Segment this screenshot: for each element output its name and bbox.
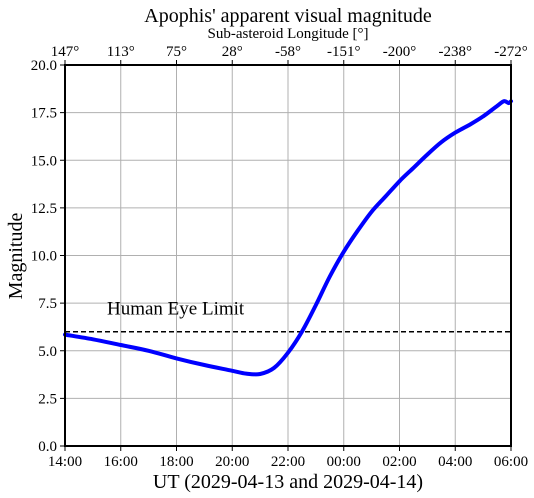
- x-tick-label: 04:00: [438, 454, 472, 470]
- series-group: [63, 99, 513, 377]
- top-tick-label: -272°: [494, 44, 528, 60]
- top-tick-label: -238°: [439, 44, 473, 60]
- y-tick-label: 15.0: [31, 153, 57, 169]
- x-tick-label: 22:00: [271, 454, 305, 470]
- chart-title: Apophis' apparent visual magnitude: [144, 5, 432, 27]
- y-tick-label: 12.5: [31, 201, 57, 217]
- y-axis-label: Magnitude: [5, 213, 27, 300]
- top-tick-label: 113°: [107, 44, 135, 60]
- x-tick-label: 02:00: [382, 454, 416, 470]
- reference-line-group: Human Eye Limit: [65, 299, 511, 333]
- x-axis-label: UT (2029-04-13 and 2029-04-14): [153, 471, 423, 493]
- y-tick-label: 20.0: [31, 58, 57, 74]
- x-tick-label: 14:00: [48, 454, 82, 470]
- y-tick-label: 2.5: [38, 391, 57, 407]
- x-tick-label: 00:00: [327, 454, 361, 470]
- x-tick-label: 18:00: [159, 454, 193, 470]
- y-tick-label: 0.0: [38, 439, 57, 455]
- top-tick-label: 75°: [166, 44, 187, 60]
- top-tick-label: 28°: [222, 44, 243, 60]
- x-tick-label: 16:00: [104, 454, 138, 470]
- grid-lines: [64, 64, 512, 447]
- top-tick-label: -58°: [275, 44, 301, 60]
- top-tick-label: 147°: [51, 44, 80, 60]
- top-axis-label: Sub-asteroid Longitude [°]: [208, 26, 369, 42]
- human-eye-limit-label: Human Eye Limit: [107, 299, 245, 320]
- tick-group: 14:00 16:00 18:00 20:00 22:00 00:00 02:00 04:00…: [31, 44, 528, 470]
- x-tick-label: 20:00: [215, 454, 249, 470]
- top-tick-label: -151°: [327, 44, 361, 60]
- top-tick-label: -200°: [383, 44, 417, 60]
- x-tick-label: 06:00: [494, 454, 528, 470]
- y-tick-label: 7.5: [38, 296, 57, 312]
- magnitude-series-line: [63, 99, 513, 377]
- y-tick-label: 10.0: [31, 249, 57, 265]
- y-tick-label: 5.0: [38, 344, 57, 360]
- y-tick-label: 17.5: [31, 106, 57, 122]
